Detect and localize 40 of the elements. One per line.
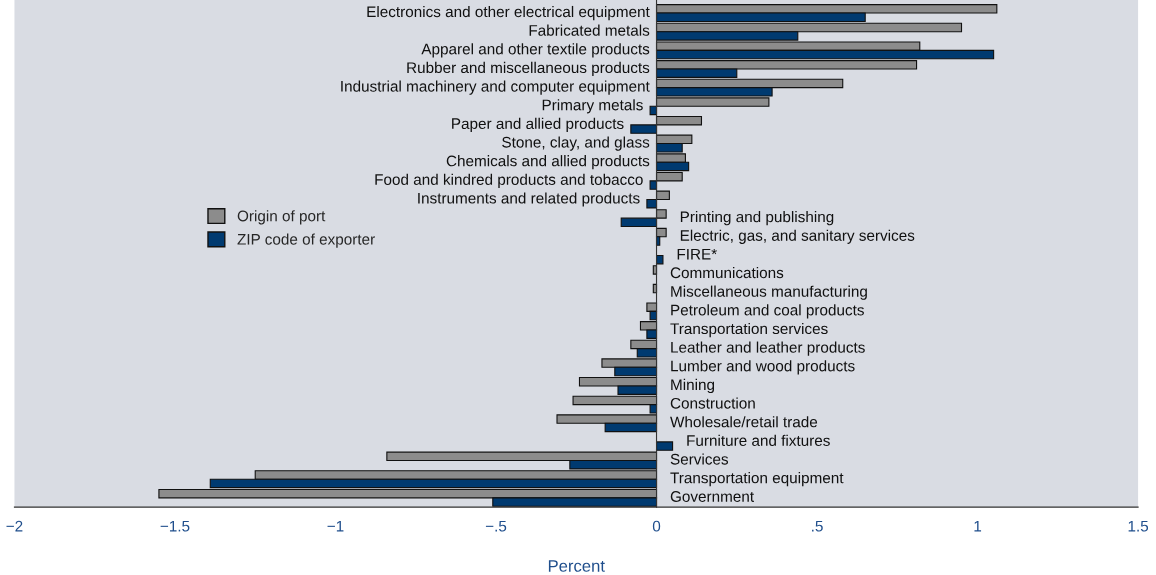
x-tick-label: .5: [812, 520, 823, 532]
y-tick-label: Communications: [670, 266, 784, 279]
y-tick-label: Government: [670, 491, 754, 502]
y-tick-label: Paper and allied products: [452, 117, 624, 133]
y-tick-label: Services: [670, 453, 729, 465]
y-tick-label: Leather and leather products: [671, 341, 865, 356]
x-tick-label: −1: [327, 520, 344, 532]
y-tick-label: Chemicals and allied products: [446, 155, 650, 170]
y-tick-label: Rubber and miscellaneous products: [407, 61, 650, 77]
y-tick-label: Electric, gas, and sanitary services: [680, 229, 915, 244]
y-tick-label: Transportation equipment: [670, 472, 844, 487]
bar: [655, 254, 664, 265]
legend-label: Origin of port: [237, 210, 326, 225]
x-axis-title: Percent: [548, 560, 605, 572]
y-tick-label: Construction: [670, 397, 755, 409]
x-tick-label: −2: [6, 520, 23, 532]
y-tick-label: Miscellaneous manufacturing: [671, 285, 867, 300]
y-tick-label: FIRE*: [677, 248, 717, 260]
y-tick-label: Instruments and related products: [418, 192, 640, 207]
y-tick-label: Mining: [671, 378, 715, 394]
bar: [655, 441, 674, 451]
y-tick-label: Primary metals: [542, 99, 643, 114]
y-tick-label: Printing and publishing: [680, 211, 834, 226]
x-tick-label: 1.5: [1128, 520, 1149, 532]
y-tick-label: Industrial machinery and computer equipment: [341, 80, 650, 95]
y-tick-label: Stone, clay, and glass: [502, 136, 650, 151]
x-tick-label: −1.5: [160, 520, 190, 532]
y-tick-label: Electronics and other electrical equipment: [367, 5, 650, 21]
y-tick-label: Transportation services: [670, 322, 828, 338]
x-tick-label: 0: [652, 520, 661, 532]
y-tick-label: Petroleum and coal products: [671, 304, 864, 319]
y-tick-label: Apparel and other textile products: [421, 43, 650, 58]
y-tick-label: Furniture and fixtures: [687, 434, 830, 446]
x-tick-label: 1: [974, 520, 982, 532]
y-tick-label: Wholesale/retail trade: [670, 416, 818, 428]
y-tick-label: Lumber and wood products: [671, 360, 855, 375]
legend-label: ZIP code of exporter: [237, 233, 375, 248]
x-tick-label: −.5: [485, 520, 507, 532]
y-tick-label: Food and kindred products and tobacco: [375, 173, 643, 188]
y-tick-label: Fabricated metals: [529, 24, 650, 36]
